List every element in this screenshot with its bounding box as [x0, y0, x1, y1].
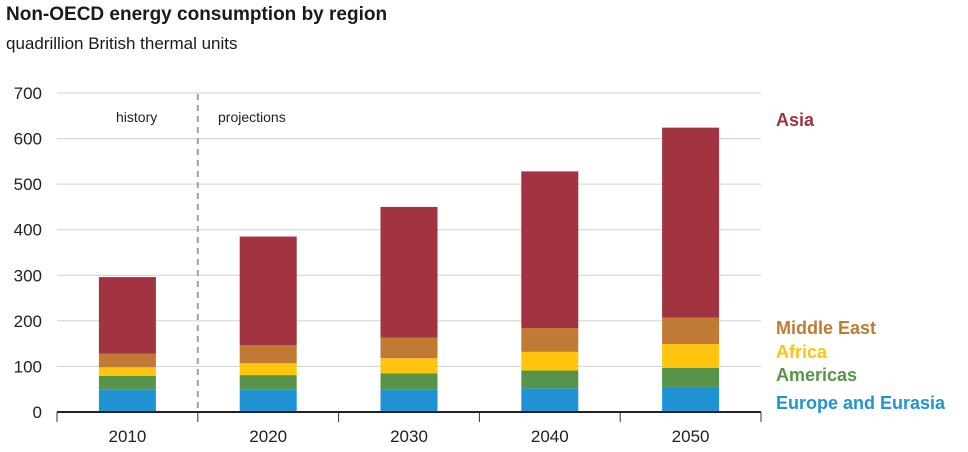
bar-middle-east-2010: [98, 353, 156, 368]
bar-asia-2040: [521, 171, 579, 329]
bar-europe-and-eurasia-2030: [380, 389, 438, 412]
y-tick-label: 500: [14, 175, 42, 194]
annotation-history: history: [116, 109, 157, 125]
chart-title: Non-OECD energy consumption by region: [6, 4, 388, 25]
x-tick-label: 2020: [249, 427, 287, 446]
bar-asia-2030: [380, 206, 438, 338]
x-tick-label: 2050: [672, 427, 710, 446]
bar-asia-2020: [239, 236, 297, 346]
bar-middle-east-2040: [521, 328, 579, 352]
bar-asia-2010: [98, 277, 156, 354]
bar-americas-2010: [98, 375, 156, 390]
bar-americas-2050: [662, 367, 720, 387]
y-tick-label: 600: [14, 130, 42, 149]
x-tick-label: 2030: [390, 427, 428, 446]
y-tick-label: 0: [33, 403, 42, 422]
bar-europe-and-eurasia-2020: [239, 389, 297, 412]
legend-africa-label: Africa: [776, 342, 828, 362]
bar-americas-2040: [521, 370, 579, 389]
bar-africa-2010: [98, 367, 156, 376]
legend-africa: Africa: [776, 342, 827, 363]
bar-europe-and-eurasia-2040: [521, 388, 579, 412]
bar-africa-2040: [521, 351, 579, 371]
bar-africa-2020: [239, 363, 297, 376]
bar-americas-2030: [380, 373, 438, 390]
bar-asia-2050: [662, 127, 720, 318]
bar-africa-2050: [662, 344, 720, 368]
y-tick-label: 200: [14, 312, 42, 331]
x-tick-label: 2010: [108, 427, 146, 446]
y-tick-label: 300: [14, 266, 42, 285]
y-tick-label: 400: [14, 221, 42, 240]
legend-middle-east: Middle East: [776, 318, 876, 339]
bar-middle-east-2030: [380, 337, 438, 359]
legend-americas: Americas: [776, 365, 857, 386]
bar-americas-2020: [239, 375, 297, 390]
bar-europe-and-eurasia-2050: [662, 386, 720, 412]
legend-middle-east-label: Middle East: [776, 318, 877, 338]
legend-americas-label: Americas: [776, 365, 858, 385]
annotation-projections: projections: [218, 109, 286, 125]
legend-asia: Asia: [776, 110, 814, 131]
bar-africa-2030: [380, 358, 438, 374]
bar-middle-east-2020: [239, 345, 297, 364]
legend-asia-label: Asia: [776, 110, 815, 130]
legend-europe-label: Europe and Eurasia: [776, 393, 946, 413]
bar-middle-east-2050: [662, 317, 720, 345]
bar-europe-and-eurasia-2010: [98, 389, 156, 412]
chart-subtitle: quadrillion British thermal units: [6, 34, 238, 53]
y-tick-label: 700: [14, 84, 42, 103]
y-tick-label: 100: [14, 357, 42, 376]
x-tick-label: 2040: [531, 427, 569, 446]
legend-europe-and-eurasia: Europe and Eurasia: [776, 393, 945, 414]
